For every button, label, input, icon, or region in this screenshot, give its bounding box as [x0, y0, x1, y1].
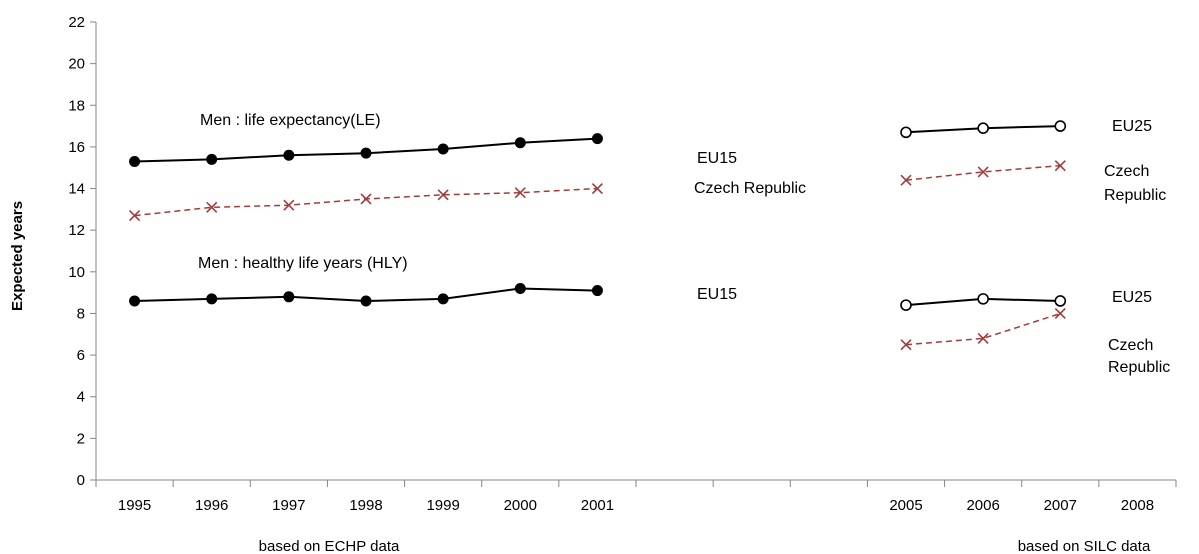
- data-point: [437, 143, 449, 155]
- series-line: [905, 164, 1061, 181]
- data-point: [591, 133, 603, 145]
- x-tick-label: 1998: [349, 497, 382, 514]
- x-tick-label: 2006: [966, 497, 999, 514]
- series-hly_eu15: [129, 282, 603, 307]
- series-le_eu15: [129, 133, 603, 167]
- data-point: [900, 339, 912, 351]
- data-point: [900, 174, 912, 186]
- data-point: [206, 153, 218, 165]
- y-tick-label: 6: [77, 347, 85, 364]
- series-hly_cz_silc: [900, 307, 1066, 351]
- y-axis-label: Expected years: [9, 201, 26, 311]
- data-point: [514, 282, 526, 294]
- series-line: [905, 312, 1061, 346]
- data-point: [977, 332, 989, 345]
- group-label-silc: based on SILC data: [1018, 538, 1151, 554]
- data-point: [283, 291, 295, 303]
- series-le_cz_silc: [900, 160, 1066, 186]
- data-point: [437, 293, 449, 305]
- annotation-cz-le-echp: Czech Republic: [694, 180, 806, 197]
- data-point: [591, 182, 603, 195]
- x-tick-label: 2001: [581, 497, 614, 514]
- y-tick-label: 16: [68, 139, 85, 156]
- annotation-cz-le-silc-1: Czech: [1104, 163, 1149, 180]
- data-point: [129, 210, 141, 222]
- series-group: [129, 120, 1067, 351]
- tick-labels: 0 2 4 6 8 10 12 14 16 18 20 22 1995 1996 1997 1998 1999 2…: [68, 14, 1154, 514]
- data-point: [900, 299, 912, 311]
- data-point: [206, 201, 218, 213]
- data-point: [977, 293, 989, 305]
- y-tick-label: 2: [77, 430, 85, 447]
- y-tick-label: 0: [77, 472, 85, 489]
- data-point: [1054, 120, 1067, 132]
- data-point: [129, 295, 141, 307]
- x-tick-label: 2008: [1121, 497, 1154, 514]
- annotation-men-hly: Men : healthy life years (HLY): [198, 255, 408, 272]
- data-point: [437, 189, 449, 201]
- x-tick-label: 1995: [118, 497, 151, 514]
- annotation-eu15-le: EU15: [697, 150, 737, 167]
- x-tick-label: 1996: [195, 497, 228, 514]
- data-point: [360, 193, 372, 205]
- y-tick-label: 4: [77, 389, 85, 406]
- y-tick-label: 10: [68, 264, 85, 281]
- series-le_cz: [129, 182, 603, 222]
- annotation-cz-hly-silc-1: Czech: [1108, 337, 1153, 354]
- data-point: [977, 166, 989, 178]
- annotation-eu25-le: EU25: [1112, 118, 1152, 135]
- x-tick-label: 1997: [272, 497, 305, 514]
- data-point: [977, 122, 989, 134]
- series-hly_eu25: [900, 293, 1067, 311]
- data-point: [206, 293, 218, 305]
- annotation-men-le: Men : life expectancy(LE): [200, 112, 381, 129]
- series-line: [134, 187, 598, 217]
- data-point: [129, 155, 141, 167]
- data-point: [900, 126, 912, 139]
- series-le_eu25: [900, 120, 1067, 139]
- axes: [90, 21, 1177, 487]
- data-point: [283, 199, 295, 211]
- y-tick-label: 22: [68, 14, 85, 31]
- data-point: [360, 147, 372, 159]
- data-point: [514, 137, 526, 149]
- data-point: [1054, 295, 1067, 307]
- x-tick-label: 2007: [1044, 497, 1077, 514]
- annotation-eu15-hly: EU15: [697, 286, 737, 303]
- x-tick-label: 1999: [426, 497, 459, 514]
- x-tick-label: 2005: [889, 497, 922, 514]
- y-tick-label: 20: [68, 56, 85, 73]
- data-point: [1054, 160, 1066, 172]
- x-tick-label: 2000: [504, 497, 537, 514]
- y-tick-label: 14: [68, 181, 85, 198]
- data-point: [283, 149, 295, 161]
- group-label-echp: based on ECHP data: [259, 538, 400, 554]
- data-point: [360, 295, 372, 307]
- data-point: [591, 285, 603, 297]
- annotation-cz-le-silc-2: Republic: [1104, 187, 1166, 204]
- y-tick-label: 8: [77, 305, 85, 322]
- annotation-cz-hly-silc-2: Republic: [1108, 359, 1170, 376]
- data-point: [1054, 307, 1066, 320]
- annotation-eu25-hly: EU25: [1112, 289, 1152, 306]
- y-tick-label: 18: [68, 97, 85, 114]
- data-point: [514, 187, 526, 199]
- y-tick-label: 12: [68, 222, 85, 239]
